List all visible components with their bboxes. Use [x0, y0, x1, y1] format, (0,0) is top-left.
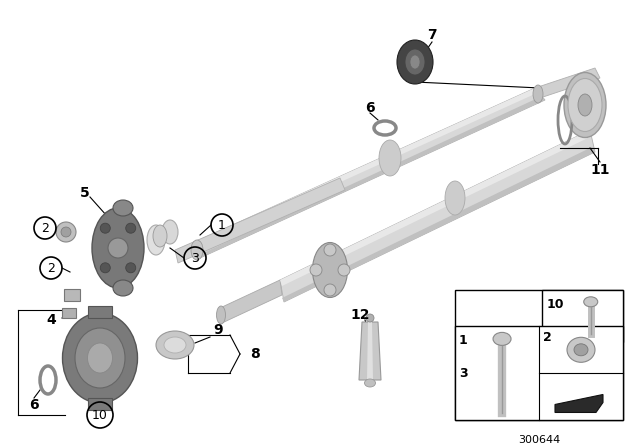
Ellipse shape — [533, 85, 543, 103]
Polygon shape — [199, 97, 545, 258]
FancyBboxPatch shape — [455, 290, 623, 420]
Text: 4: 4 — [46, 313, 56, 327]
Ellipse shape — [564, 73, 606, 138]
Ellipse shape — [397, 40, 433, 84]
Text: 12: 12 — [350, 308, 370, 322]
Ellipse shape — [162, 220, 178, 244]
FancyBboxPatch shape — [88, 306, 112, 318]
Ellipse shape — [324, 244, 336, 256]
Ellipse shape — [567, 337, 595, 362]
Ellipse shape — [153, 225, 167, 247]
Ellipse shape — [584, 297, 598, 307]
Circle shape — [61, 227, 71, 237]
Polygon shape — [195, 88, 545, 258]
Ellipse shape — [113, 280, 133, 296]
FancyBboxPatch shape — [455, 327, 623, 420]
Circle shape — [100, 263, 110, 273]
Ellipse shape — [92, 208, 144, 288]
Ellipse shape — [574, 344, 588, 356]
Text: 2: 2 — [41, 221, 49, 234]
Text: 6: 6 — [365, 101, 375, 115]
Ellipse shape — [312, 242, 348, 297]
Text: 2: 2 — [543, 332, 552, 345]
Text: 3: 3 — [459, 367, 468, 380]
Text: 5: 5 — [80, 186, 90, 200]
Polygon shape — [220, 280, 282, 323]
Ellipse shape — [324, 284, 336, 296]
Polygon shape — [367, 322, 373, 380]
Ellipse shape — [410, 55, 420, 69]
Polygon shape — [280, 130, 592, 286]
Text: 300644: 300644 — [518, 435, 560, 445]
Ellipse shape — [578, 94, 592, 116]
Polygon shape — [280, 130, 595, 302]
Text: 1: 1 — [459, 334, 468, 347]
Text: 11: 11 — [590, 163, 610, 177]
Ellipse shape — [568, 78, 602, 132]
Text: 3: 3 — [191, 251, 199, 264]
Circle shape — [125, 223, 136, 233]
Text: 8: 8 — [250, 347, 260, 361]
Ellipse shape — [338, 264, 350, 276]
Polygon shape — [359, 322, 381, 380]
Ellipse shape — [75, 328, 125, 388]
Ellipse shape — [365, 379, 376, 387]
Ellipse shape — [113, 200, 133, 216]
Text: 7: 7 — [427, 28, 437, 42]
Circle shape — [108, 238, 128, 258]
Ellipse shape — [156, 331, 194, 359]
Text: 1: 1 — [218, 219, 226, 232]
Text: 10: 10 — [547, 298, 564, 311]
Text: 10: 10 — [92, 409, 108, 422]
Ellipse shape — [191, 240, 203, 260]
Ellipse shape — [445, 181, 465, 215]
Text: 2: 2 — [47, 262, 55, 275]
Ellipse shape — [366, 314, 374, 322]
FancyBboxPatch shape — [62, 308, 76, 318]
Ellipse shape — [63, 313, 138, 403]
Circle shape — [125, 263, 136, 273]
Ellipse shape — [493, 332, 511, 345]
FancyBboxPatch shape — [542, 290, 623, 342]
FancyBboxPatch shape — [88, 398, 112, 410]
Ellipse shape — [147, 225, 165, 255]
Polygon shape — [282, 147, 595, 302]
Ellipse shape — [405, 49, 425, 75]
Ellipse shape — [216, 306, 225, 324]
Polygon shape — [535, 68, 600, 98]
FancyBboxPatch shape — [64, 289, 80, 301]
Polygon shape — [195, 88, 537, 247]
Ellipse shape — [310, 264, 322, 276]
Ellipse shape — [164, 337, 186, 353]
Ellipse shape — [88, 343, 113, 373]
Polygon shape — [555, 395, 603, 413]
Circle shape — [100, 223, 110, 233]
Polygon shape — [175, 178, 345, 263]
Ellipse shape — [379, 140, 401, 176]
Text: 9: 9 — [213, 323, 223, 337]
Circle shape — [56, 222, 76, 242]
Text: 6: 6 — [29, 398, 39, 412]
